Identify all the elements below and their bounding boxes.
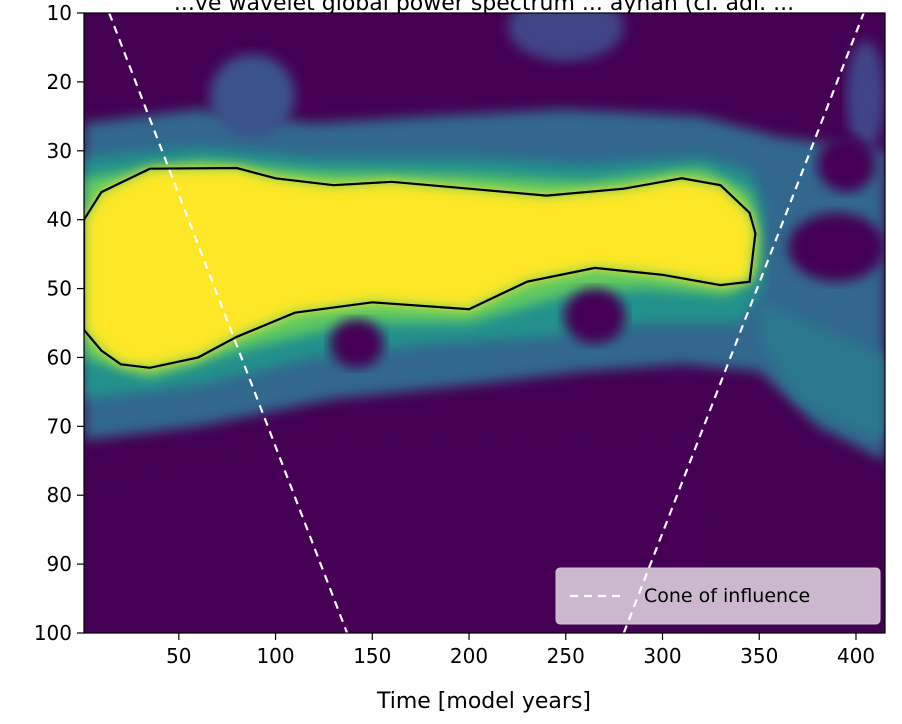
x-tick-label-200: 200 (450, 644, 488, 668)
y-axis: 10 20 30 40 50 60 70 80 90 100 (34, 1, 84, 645)
power-region-12 (817, 137, 876, 193)
y-tick-label-50: 50 (47, 277, 72, 301)
y-tick-label-60: 60 (47, 345, 72, 369)
power-contours (84, 13, 885, 633)
chart-title: ...ve wavelet global power spectrum ... … (174, 0, 794, 16)
cone-of-influence-left (108, 13, 349, 633)
x-tick-label-100: 100 (256, 644, 294, 668)
power-region-8 (846, 40, 885, 151)
y-tick-label-30: 30 (47, 139, 72, 163)
legend-box (555, 567, 881, 625)
x-axis: 50 100 150 200 250 300 350 400 (166, 633, 875, 668)
cone-of-influence-right (622, 13, 865, 633)
power-region-10 (563, 288, 626, 344)
y-tick-label-20: 20 (47, 70, 72, 94)
x-tick-label-250: 250 (547, 644, 585, 668)
x-axis-label: Time [model years] (376, 689, 591, 714)
y-tick-label-70: 70 (47, 414, 72, 438)
y-tick-label-10: 10 (47, 1, 72, 25)
x-tick-label-150: 150 (353, 644, 391, 668)
significance-contour-layer (84, 166, 757, 369)
y-tick-label-80: 80 (47, 483, 72, 507)
y-tick-label-90: 90 (47, 552, 72, 576)
significance-contour (84, 166, 757, 369)
cone-of-influence-layer (108, 13, 865, 633)
y-tick-label-40: 40 (47, 208, 72, 232)
x-tick-label-350: 350 (740, 644, 778, 668)
power-region-5 (759, 302, 885, 441)
power-region-7 (507, 13, 624, 62)
power-region-4 (84, 168, 756, 368)
power-region-9 (329, 319, 384, 368)
x-tick-label-300: 300 (643, 644, 681, 668)
x-tick-label-50: 50 (166, 644, 191, 668)
x-tick-label-400: 400 (837, 644, 875, 668)
plot-area (84, 13, 885, 633)
y-tick-label-100: 100 (34, 621, 72, 645)
legend: Cone of influence (555, 567, 881, 625)
legend-coi-label: Cone of influence (644, 585, 810, 607)
plot-frame (83, 12, 886, 634)
power-region-6 (209, 54, 295, 138)
power-region-11 (788, 212, 885, 282)
